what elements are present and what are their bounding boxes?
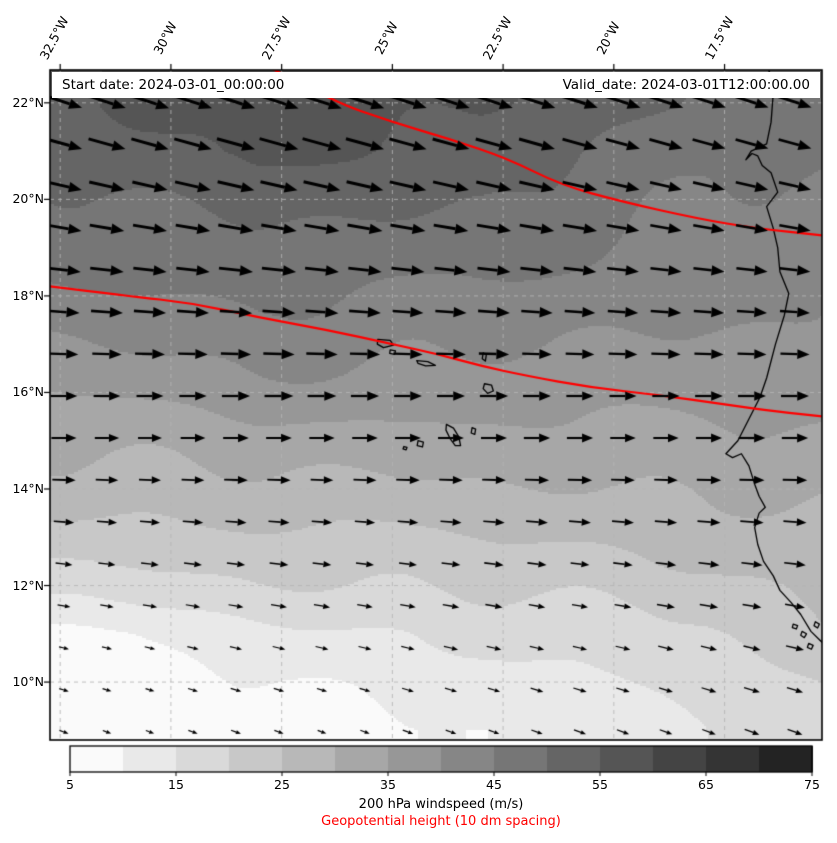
colorbar-tick-label: 75 [804, 777, 820, 792]
x-tick-label: 20°W [593, 19, 623, 57]
title-bar: Start date: 2024-03-01_00:00:00 Valid_da… [52, 72, 820, 98]
colorbar-tick-label: 55 [592, 777, 608, 792]
y-tick-label: 20°N [12, 191, 44, 207]
y-tick-label: 12°N [12, 577, 44, 593]
colorbar-main-label: 200 hPa windspeed (m/s) [358, 797, 524, 812]
colorbar-tick-label: 25 [274, 777, 290, 792]
y-tick-label: 10°N [12, 674, 44, 690]
x-tick-label: 30°W [150, 19, 180, 57]
x-tick-label: 27.5°W [258, 13, 294, 63]
colorbar-tick-label: 15 [168, 777, 184, 792]
colorbar-secondary-label: Geopotential height (10 dm spacing) [321, 814, 561, 829]
x-tick-label: 32.5°W [36, 13, 72, 63]
y-tick-label: 22°N [12, 94, 44, 110]
colorbar-tick-label: 65 [698, 777, 714, 792]
colorbar-tick-label: 45 [486, 777, 502, 792]
x-tick-label: 17.5°W [701, 13, 737, 63]
start-date-label: Start date: 2024-03-01_00:00:00 [62, 77, 285, 93]
x-tick-label: 25°W [371, 19, 402, 57]
valid-date-label: Valid_date: 2024-03-01T12:00:00.00 [562, 77, 810, 93]
y-tick-label: 14°N [12, 480, 44, 496]
y-tick-label: 16°N [12, 384, 44, 400]
x-tick-label: 22.5°W [479, 13, 515, 63]
y-tick-label: 18°N [12, 287, 44, 303]
colorbar-tick-label: 35 [380, 777, 396, 792]
colorbar-tick-label: 5 [66, 777, 74, 792]
